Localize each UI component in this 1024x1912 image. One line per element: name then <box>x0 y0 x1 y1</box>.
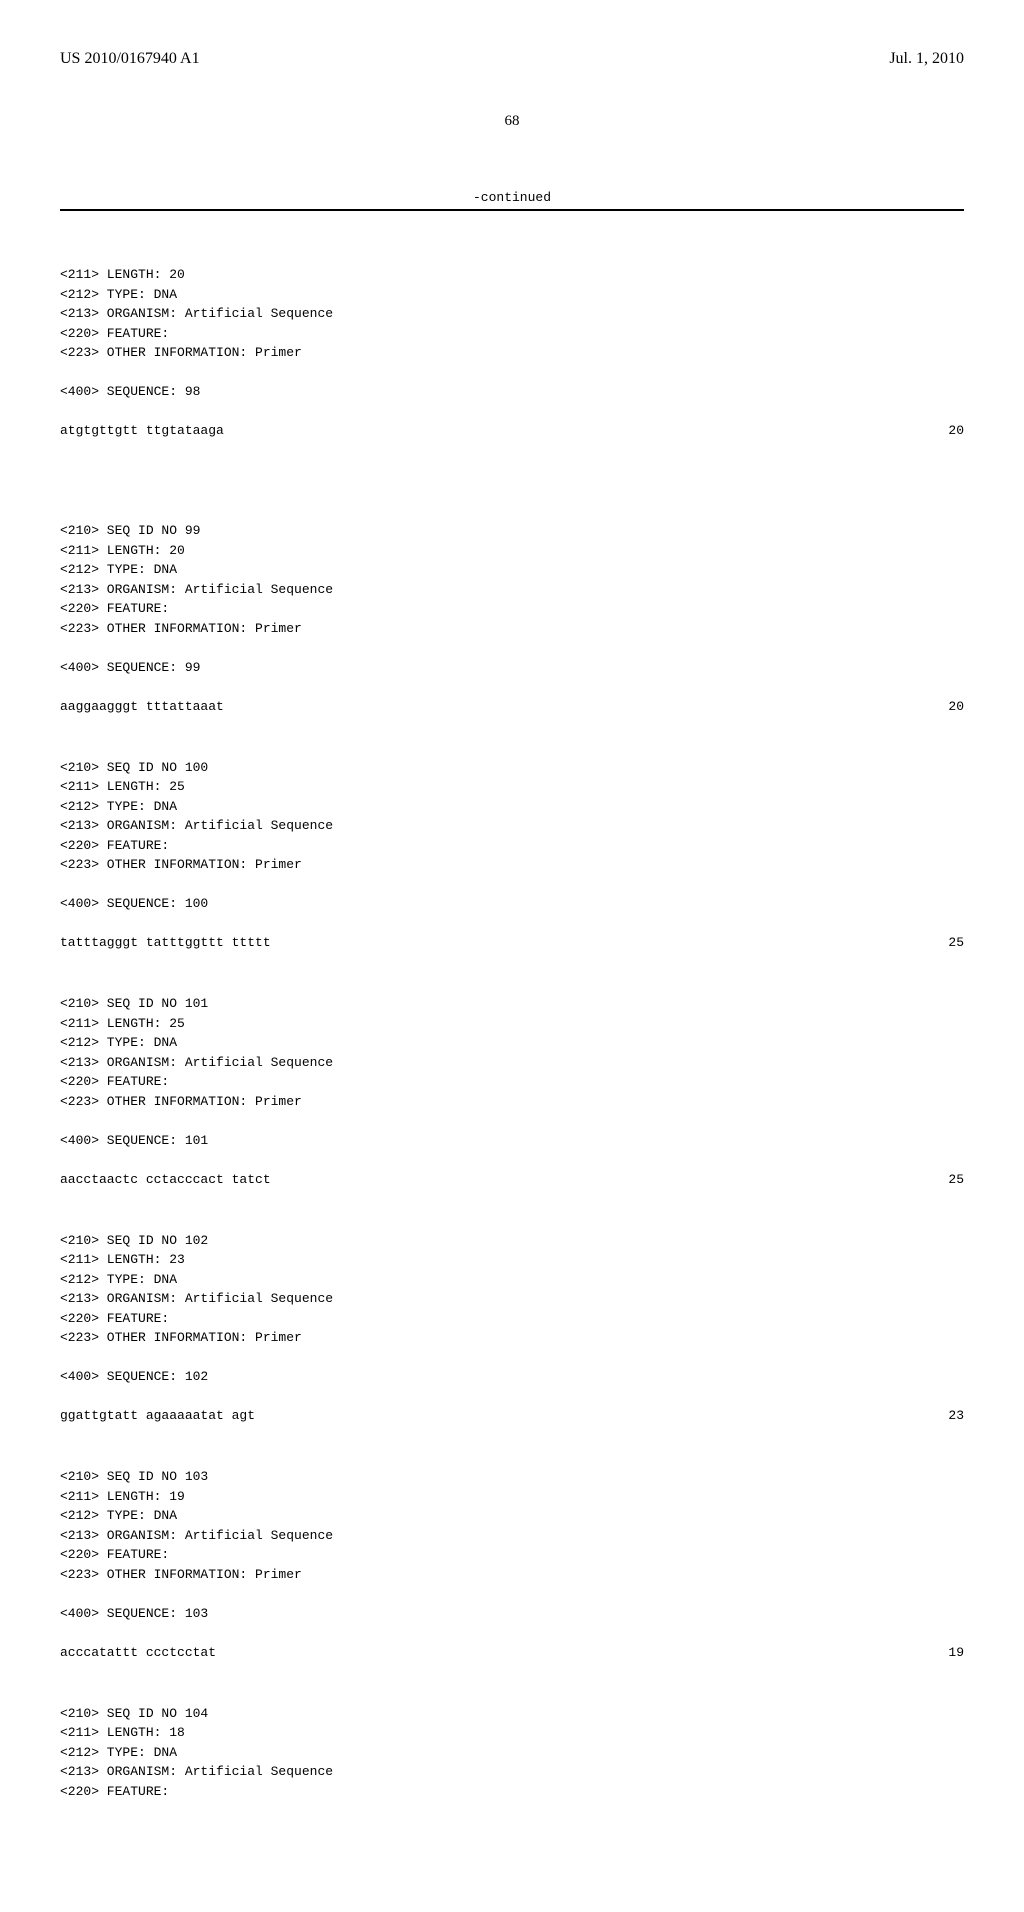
feature-line: <213> ORGANISM: Artificial Sequence <box>60 1526 964 1546</box>
feature-line: <210> SEQ ID NO 102 <box>60 1231 964 1251</box>
feature-line: <220> FEATURE: <box>60 1072 964 1092</box>
feature-line: <220> FEATURE: <box>60 1545 964 1565</box>
blank-line <box>60 875 964 895</box>
publication-number: US 2010/0167940 A1 <box>60 50 200 68</box>
blank-line <box>60 914 964 934</box>
feature-line: <211> LENGTH: 25 <box>60 1014 964 1034</box>
sequence-text: acccatattt ccctcctat <box>60 1643 216 1663</box>
sequence-block: <211> LENGTH: 20<212> TYPE: DNA<213> ORG… <box>60 265 964 441</box>
sequence-length: 20 <box>948 421 964 441</box>
feature-line: <223> OTHER INFORMATION: Primer <box>60 1328 964 1348</box>
sequence-label: <400> SEQUENCE: 98 <box>60 382 964 402</box>
feature-line: <212> TYPE: DNA <box>60 1506 964 1526</box>
feature-line: <211> LENGTH: 20 <box>60 541 964 561</box>
continued-label: -continued <box>60 190 964 205</box>
blank-line <box>60 1584 964 1604</box>
sequence-length: 19 <box>948 1643 964 1663</box>
sequence-length: 25 <box>948 933 964 953</box>
feature-line: <212> TYPE: DNA <box>60 560 964 580</box>
top-rule <box>60 209 964 211</box>
sequence-length: 23 <box>948 1406 964 1426</box>
sequence-block: <210> SEQ ID NO 99<211> LENGTH: 20<212> … <box>60 521 964 716</box>
publication-date: Jul. 1, 2010 <box>889 50 964 68</box>
feature-line: <220> FEATURE: <box>60 324 964 344</box>
feature-line: <210> SEQ ID NO 100 <box>60 758 964 778</box>
blank-line <box>60 738 964 758</box>
feature-line: <212> TYPE: DNA <box>60 285 964 305</box>
blank-line <box>60 975 964 995</box>
sequence-label: <400> SEQUENCE: 100 <box>60 894 964 914</box>
sequence-text: aaggaagggt tttattaaat <box>60 697 224 717</box>
feature-line: <211> LENGTH: 18 <box>60 1723 964 1743</box>
feature-line: <211> LENGTH: 20 <box>60 265 964 285</box>
feature-line: <213> ORGANISM: Artificial Sequence <box>60 580 964 600</box>
blank-line <box>60 1150 964 1170</box>
feature-line: <223> OTHER INFORMATION: Primer <box>60 619 964 639</box>
blank-line <box>60 1348 964 1368</box>
feature-line: <223> OTHER INFORMATION: Primer <box>60 1092 964 1112</box>
feature-line: <213> ORGANISM: Artificial Sequence <box>60 816 964 836</box>
blank-line <box>60 363 964 383</box>
page-header: US 2010/0167940 A1 Jul. 1, 2010 <box>60 50 964 68</box>
feature-line: <210> SEQ ID NO 99 <box>60 521 964 541</box>
feature-line: <210> SEQ ID NO 104 <box>60 1704 964 1724</box>
sequence-text: tatttagggt tatttggttt ttttt <box>60 933 271 953</box>
blank-line <box>60 677 964 697</box>
blank-line <box>60 1211 964 1231</box>
feature-line: <220> FEATURE: <box>60 836 964 856</box>
blank-line <box>60 1387 964 1407</box>
sequence-block: <210> SEQ ID NO 102<211> LENGTH: 23<212>… <box>60 1231 964 1426</box>
feature-line: <220> FEATURE: <box>60 599 964 619</box>
sequence-label: <400> SEQUENCE: 102 <box>60 1367 964 1387</box>
feature-line: <213> ORGANISM: Artificial Sequence <box>60 1289 964 1309</box>
page-container: US 2010/0167940 A1 Jul. 1, 2010 68 -cont… <box>0 0 1024 1912</box>
feature-line: <211> LENGTH: 25 <box>60 777 964 797</box>
sequence-block: <210> SEQ ID NO 100<211> LENGTH: 25<212>… <box>60 758 964 953</box>
sequence-line: tatttagggt tatttggttt ttttt 25 <box>60 933 964 953</box>
feature-line: <210> SEQ ID NO 103 <box>60 1467 964 1487</box>
page-number: 68 <box>60 113 964 130</box>
blank-line <box>60 1623 964 1643</box>
feature-line: <212> TYPE: DNA <box>60 797 964 817</box>
sequence-line: ggattgtatt agaaaaatat agt 23 <box>60 1406 964 1426</box>
sequence-label: <400> SEQUENCE: 99 <box>60 658 964 678</box>
blank-line <box>60 402 964 422</box>
sequence-label: <400> SEQUENCE: 103 <box>60 1604 964 1624</box>
feature-line: <213> ORGANISM: Artificial Sequence <box>60 1762 964 1782</box>
feature-line: <223> OTHER INFORMATION: Primer <box>60 343 964 363</box>
blank-line <box>60 502 964 522</box>
sequence-block: <210> SEQ ID NO 104<211> LENGTH: 18<212>… <box>60 1704 964 1802</box>
sequence-line: atgtgttgtt ttgtataaga 20 <box>60 421 964 441</box>
feature-line: <212> TYPE: DNA <box>60 1270 964 1290</box>
sequence-text: aacctaactc cctacccact tatct <box>60 1170 271 1190</box>
feature-line: <212> TYPE: DNA <box>60 1033 964 1053</box>
blank-line <box>60 638 964 658</box>
feature-line: <210> SEQ ID NO 101 <box>60 994 964 1014</box>
sequence-length: 25 <box>948 1170 964 1190</box>
sequence-length: 20 <box>948 697 964 717</box>
blocks-container: <210> SEQ ID NO 99<211> LENGTH: 20<212> … <box>60 502 964 1802</box>
sequence-line: aacctaactc cctacccact tatct 25 <box>60 1170 964 1190</box>
sequence-block: <210> SEQ ID NO 103<211> LENGTH: 19<212>… <box>60 1467 964 1662</box>
sequence-text: atgtgttgtt ttgtataaga <box>60 421 224 441</box>
feature-line: <220> FEATURE: <box>60 1782 964 1802</box>
sequence-text: ggattgtatt agaaaaatat agt <box>60 1406 255 1426</box>
feature-line: <213> ORGANISM: Artificial Sequence <box>60 1053 964 1073</box>
feature-line: <220> FEATURE: <box>60 1309 964 1329</box>
feature-line: <223> OTHER INFORMATION: Primer <box>60 855 964 875</box>
sequence-listing: <211> LENGTH: 20<212> TYPE: DNA<213> ORG… <box>60 226 964 1862</box>
feature-line: <213> ORGANISM: Artificial Sequence <box>60 304 964 324</box>
blank-line <box>60 1684 964 1704</box>
sequence-line: aaggaagggt tttattaaat 20 <box>60 697 964 717</box>
feature-line: <211> LENGTH: 23 <box>60 1250 964 1270</box>
blank-line <box>60 1111 964 1131</box>
blank-line <box>60 1448 964 1468</box>
sequence-block: <210> SEQ ID NO 101<211> LENGTH: 25<212>… <box>60 994 964 1189</box>
sequence-label: <400> SEQUENCE: 101 <box>60 1131 964 1151</box>
sequence-line: acccatattt ccctcctat 19 <box>60 1643 964 1663</box>
feature-line: <212> TYPE: DNA <box>60 1743 964 1763</box>
feature-line: <211> LENGTH: 19 <box>60 1487 964 1507</box>
feature-line: <223> OTHER INFORMATION: Primer <box>60 1565 964 1585</box>
